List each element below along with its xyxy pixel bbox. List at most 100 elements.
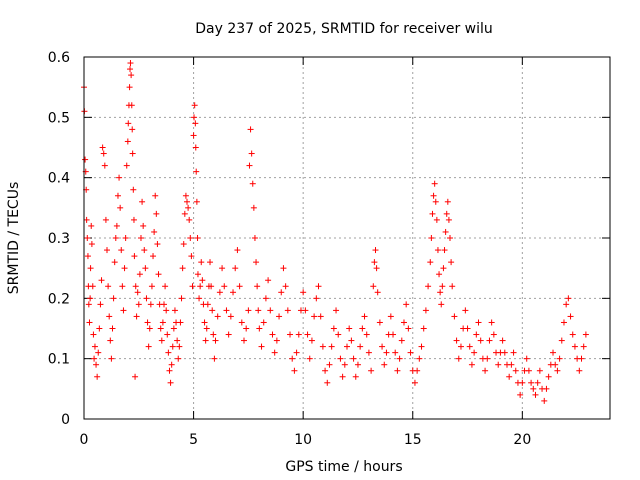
x-tick-label: 5 (189, 432, 198, 448)
data-point (276, 313, 283, 320)
data-point (105, 283, 112, 290)
data-point (86, 319, 93, 326)
data-point (571, 343, 578, 350)
data-point (223, 307, 230, 314)
data-point (157, 325, 164, 332)
data-point (506, 373, 513, 380)
data-point (136, 271, 143, 278)
data-point (536, 367, 543, 374)
data-point (166, 367, 173, 374)
x-axis-label: GPS time / hours (285, 459, 402, 475)
data-point (580, 343, 587, 350)
data-point (137, 235, 144, 241)
grid-layer (84, 57, 610, 419)
data-point (230, 289, 237, 296)
data-point (558, 337, 565, 344)
data-point (254, 283, 261, 290)
data-point (512, 367, 519, 374)
data-point (121, 265, 128, 272)
data-point (400, 319, 407, 326)
data-point (442, 228, 449, 235)
x-tick-label: 20 (513, 432, 531, 448)
data-point (177, 319, 184, 326)
data-point (238, 319, 245, 326)
data-point (433, 216, 440, 223)
data-point (201, 319, 208, 326)
data-point (189, 283, 196, 290)
data-point (184, 198, 191, 205)
data-point (552, 361, 559, 368)
data-point (495, 361, 502, 368)
data-point (372, 247, 379, 254)
data-point (295, 331, 302, 338)
data-point (565, 295, 572, 302)
data-point (129, 126, 136, 133)
data-point (245, 307, 252, 314)
data-point (422, 307, 429, 314)
data-point (209, 307, 216, 314)
data-point (317, 313, 324, 320)
data-point (250, 204, 257, 211)
data-point (525, 367, 532, 374)
x-tick-label: 10 (294, 432, 312, 448)
data-point (545, 373, 552, 380)
data-point (394, 367, 401, 374)
data-point (191, 114, 198, 121)
data-point (165, 349, 172, 356)
data-point (346, 325, 353, 332)
data-point (100, 150, 107, 157)
data-point (109, 325, 116, 332)
data-point (221, 283, 228, 290)
data-point (140, 222, 147, 229)
data-point (133, 313, 140, 320)
data-point (243, 325, 250, 332)
data-point (192, 120, 199, 127)
data-point (434, 247, 441, 254)
y-tick-label: 0.3 (48, 231, 70, 247)
data-point (418, 343, 425, 350)
data-point (554, 367, 561, 374)
data-point (534, 379, 541, 386)
y-tick-label: 0.6 (48, 50, 70, 66)
data-point (425, 283, 432, 290)
data-point (508, 361, 515, 368)
data-point (449, 283, 456, 290)
data-point (106, 313, 113, 320)
data-point (501, 349, 508, 356)
data-point (211, 355, 218, 362)
data-point (84, 253, 91, 260)
data-points (81, 60, 589, 404)
data-point (164, 331, 171, 338)
plot-frame (83, 56, 611, 420)
data-point (181, 210, 188, 217)
data-point (344, 343, 350, 350)
data-point (260, 319, 267, 326)
data-point (262, 295, 269, 302)
data-point (563, 301, 570, 308)
y-axis-label: SRMTID / TECUs (6, 182, 22, 295)
data-point (374, 289, 381, 296)
data-point (151, 228, 158, 235)
data-point (405, 325, 412, 332)
y-tick-label: 0.2 (48, 291, 70, 307)
data-point (97, 301, 104, 308)
data-point (431, 180, 438, 187)
data-point (432, 198, 439, 205)
data-point (135, 301, 142, 308)
data-point (258, 343, 265, 350)
data-point (168, 361, 175, 368)
data-point (550, 349, 557, 356)
data-point (441, 247, 448, 254)
data-point (153, 210, 160, 217)
data-point (430, 192, 437, 199)
data-point (576, 367, 583, 374)
data-point (193, 198, 200, 205)
data-point (227, 313, 234, 320)
data-point (119, 283, 126, 290)
data-point (256, 325, 263, 332)
data-point (99, 144, 106, 151)
data-point (93, 361, 100, 368)
data-point (519, 379, 526, 386)
data-point (373, 265, 380, 272)
data-point (350, 355, 357, 362)
